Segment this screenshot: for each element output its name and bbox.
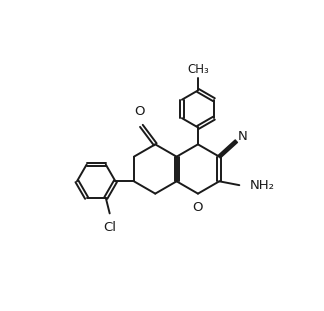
Text: CH₃: CH₃ [187, 63, 209, 76]
Text: O: O [193, 201, 203, 214]
Text: NH₂: NH₂ [250, 179, 275, 192]
Text: N: N [237, 130, 247, 143]
Text: O: O [134, 105, 145, 118]
Text: Cl: Cl [103, 221, 116, 234]
